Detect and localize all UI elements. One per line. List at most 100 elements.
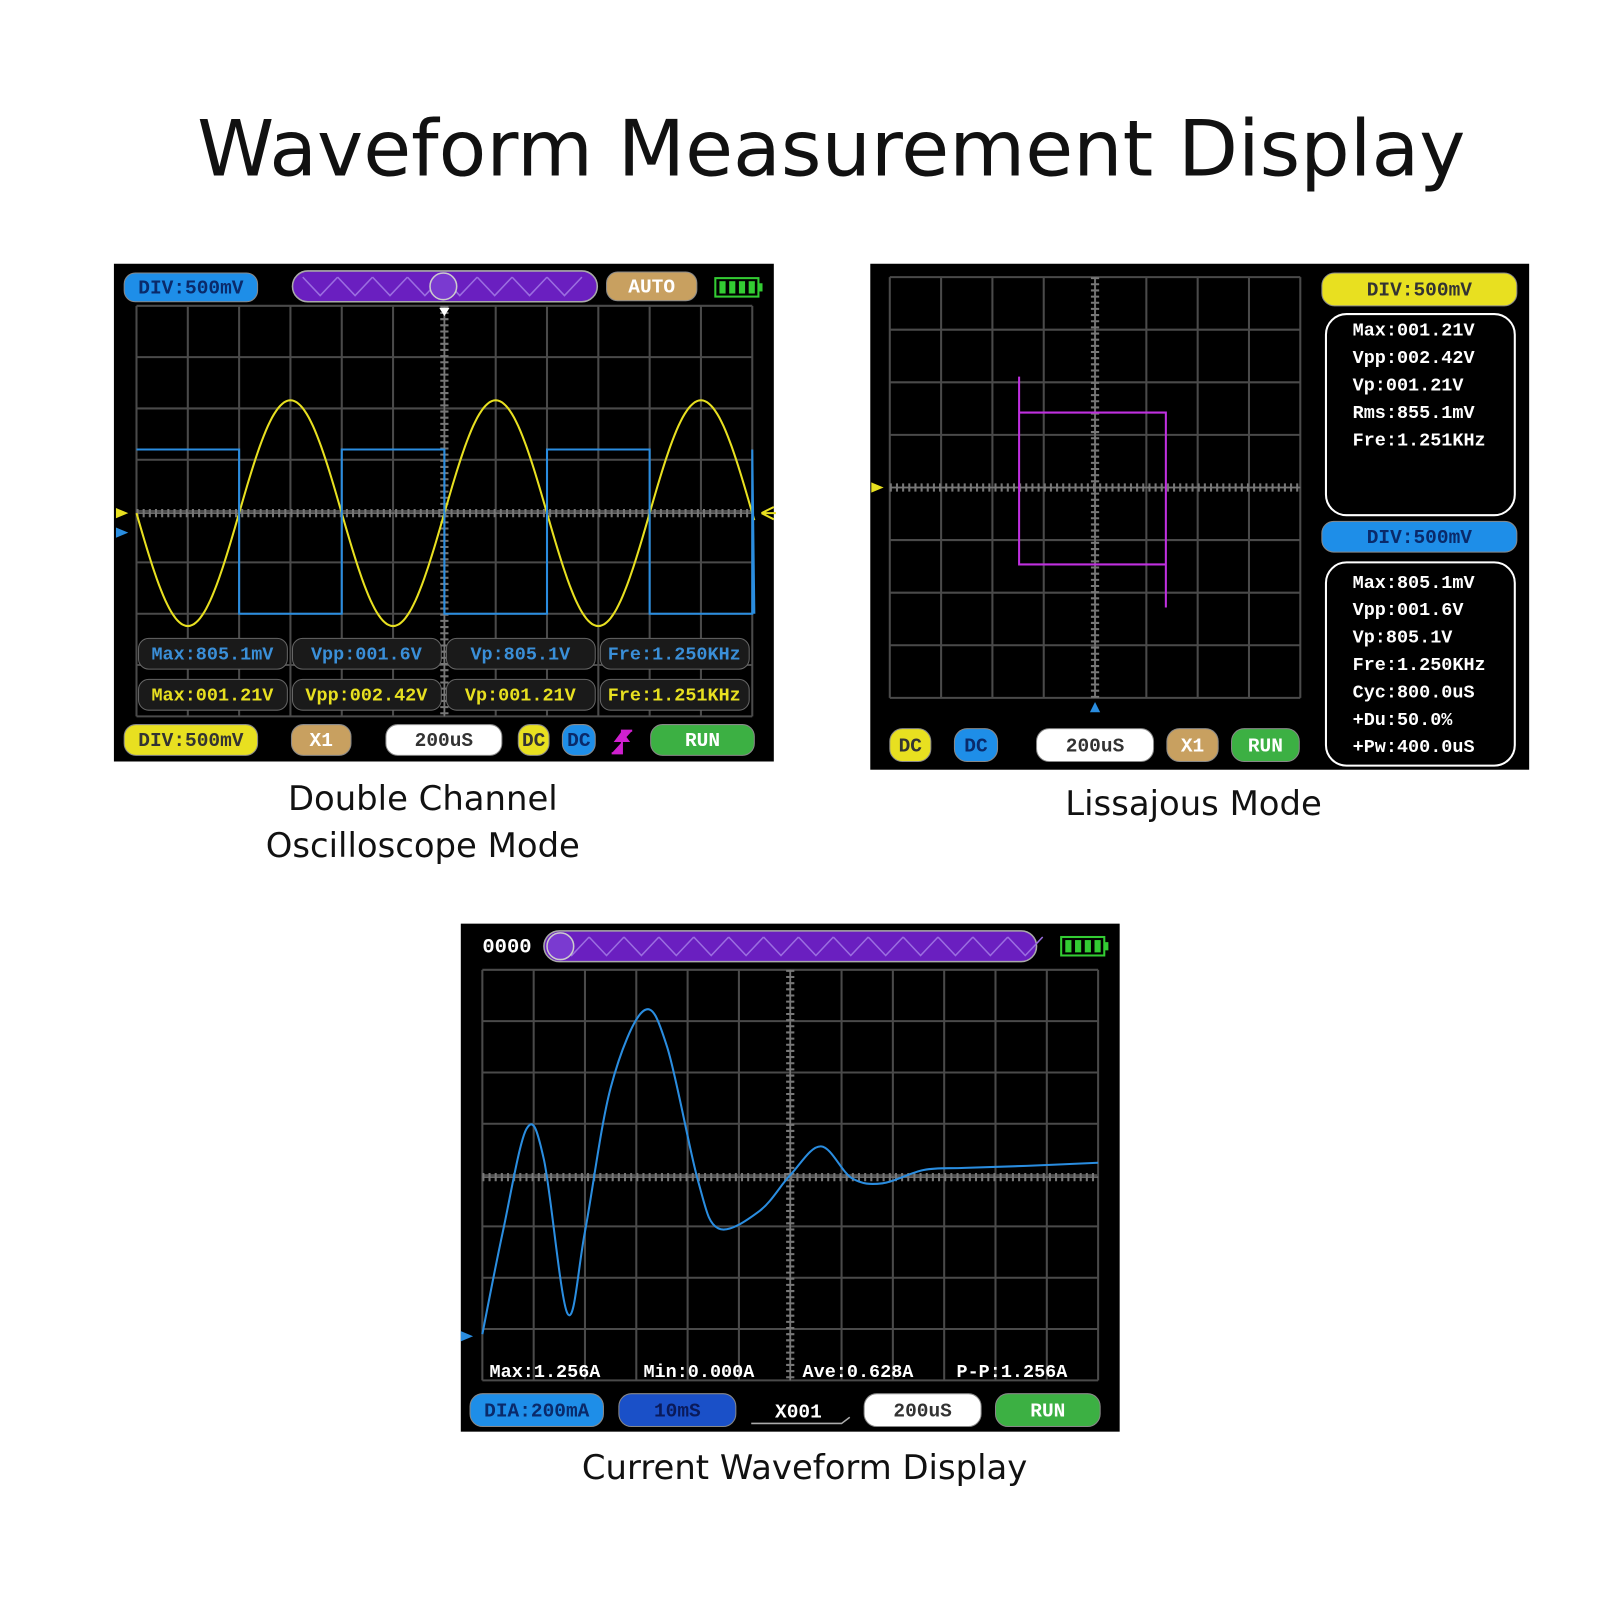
button — [1321, 272, 1518, 307]
screen-label: 0000 — [482, 937, 531, 960]
measure-box — [291, 637, 442, 670]
measure-box — [291, 678, 442, 711]
info-box — [1324, 561, 1516, 767]
screen-label: DIV:500mV — [138, 278, 244, 300]
current-waveform — [481, 1008, 1099, 1335]
screen-label: P-P:1.256A — [956, 1362, 1068, 1383]
caption: Double Channel — [288, 779, 558, 818]
trigger-pattern — [302, 276, 583, 297]
screen-label: X001 — [775, 1401, 822, 1423]
screen-label: DC — [899, 735, 923, 757]
caption: Current Waveform Display — [582, 1448, 1027, 1487]
screen-label: Vpp:001.6V — [1353, 600, 1465, 621]
button — [994, 1393, 1101, 1428]
screen-label: 10mS — [654, 1400, 701, 1422]
measure-box — [445, 678, 596, 711]
waveform-ch2 — [136, 448, 756, 615]
battery-cell — [748, 281, 755, 294]
button — [290, 724, 352, 756]
button — [889, 728, 932, 763]
channel-marker — [115, 527, 129, 538]
trigger-knob — [546, 932, 575, 961]
screen-label: DIV:500mV — [138, 730, 244, 752]
trigger-pattern — [553, 936, 1044, 957]
button — [517, 724, 550, 756]
screen-label: 200uS — [415, 730, 474, 752]
screen-label: X1 — [1181, 735, 1204, 757]
screen-label: DC — [567, 730, 591, 752]
button — [606, 271, 698, 302]
screen-label: Ave:0.628A — [803, 1362, 915, 1383]
screen-label: DC — [964, 735, 988, 757]
screen-label: 200uS — [1066, 735, 1125, 757]
screen-label: AUTO — [628, 277, 675, 299]
screen-label: +Pw:400.0uS — [1353, 737, 1475, 758]
screen-label: Min:0.000A — [643, 1362, 755, 1383]
screen-label: Vpp:002.42V — [305, 686, 428, 707]
screen-label: Vp:805.1V — [1353, 628, 1454, 649]
screen-label: RUN — [1030, 1400, 1065, 1422]
screen-label: DC — [522, 730, 546, 752]
battery-cell — [729, 281, 736, 294]
screen-label: Max:001.21V — [1353, 320, 1476, 341]
trigger-edge-icon — [611, 729, 633, 755]
battery-cell — [1094, 940, 1101, 953]
screen-label: Vp:001.21V — [1353, 375, 1465, 396]
screen-label: 200uS — [893, 1400, 952, 1422]
info-box — [1324, 313, 1516, 517]
screen-label: Vp:805.1V — [470, 645, 571, 666]
screen-label: DIA:200mA — [484, 1400, 590, 1422]
screen-label: Max:805.1mV — [151, 645, 274, 666]
screen-label: Fre:1.250KHz — [1353, 655, 1486, 676]
button — [1321, 520, 1518, 553]
trigger-knob — [429, 272, 458, 301]
trigger-marker — [761, 506, 776, 521]
screen-label: DIV:500mV — [1367, 527, 1473, 549]
battery-cell — [719, 281, 726, 294]
measure-box — [599, 678, 750, 711]
button — [650, 724, 755, 756]
battery-tip — [758, 283, 763, 292]
page-title: Waveform Measurement Display — [197, 104, 1465, 194]
screen-label: Max:1.256A — [490, 1362, 602, 1383]
channel-marker — [460, 1331, 474, 1342]
screen-label: Vpp:002.42V — [1353, 348, 1476, 369]
button — [1036, 728, 1155, 763]
measure-box — [138, 637, 288, 670]
lissajous-trace — [1018, 376, 1167, 608]
caption: Lissajous Mode — [1065, 784, 1322, 823]
screen-label: RUN — [685, 730, 720, 752]
button — [1231, 728, 1300, 763]
caption: Oscilloscope Mode — [266, 826, 580, 865]
screen-label: Vp:001.21V — [465, 686, 577, 707]
screen-label: Max:001.21V — [151, 686, 274, 707]
screen-label: Fre:1.251KHz — [1353, 430, 1486, 451]
button — [1166, 728, 1219, 763]
button — [469, 1393, 604, 1428]
button — [561, 724, 596, 756]
button — [123, 724, 259, 756]
measure-box — [445, 637, 596, 670]
battery-cell — [1065, 940, 1072, 953]
button — [863, 1393, 982, 1428]
battery-cell — [1084, 940, 1091, 953]
channel-marker — [115, 508, 129, 519]
battery-cell — [1075, 940, 1082, 953]
screen-label: RUN — [1248, 735, 1283, 757]
button — [953, 728, 999, 763]
screen-label: Vpp:001.6V — [311, 645, 423, 666]
screen-label: Fre:1.251KHz — [608, 686, 741, 707]
screen-label: Max:805.1mV — [1353, 573, 1476, 594]
screen-label: Cyc:800.0uS — [1353, 682, 1475, 703]
screen-label: X1 — [310, 730, 333, 752]
measure-box — [599, 637, 750, 670]
button — [618, 1393, 737, 1428]
screen-label: Rms:855.1mV — [1353, 403, 1476, 424]
underline — [751, 1416, 851, 1425]
battery-cell — [738, 281, 746, 294]
button — [123, 272, 259, 303]
measure-box — [138, 678, 288, 711]
